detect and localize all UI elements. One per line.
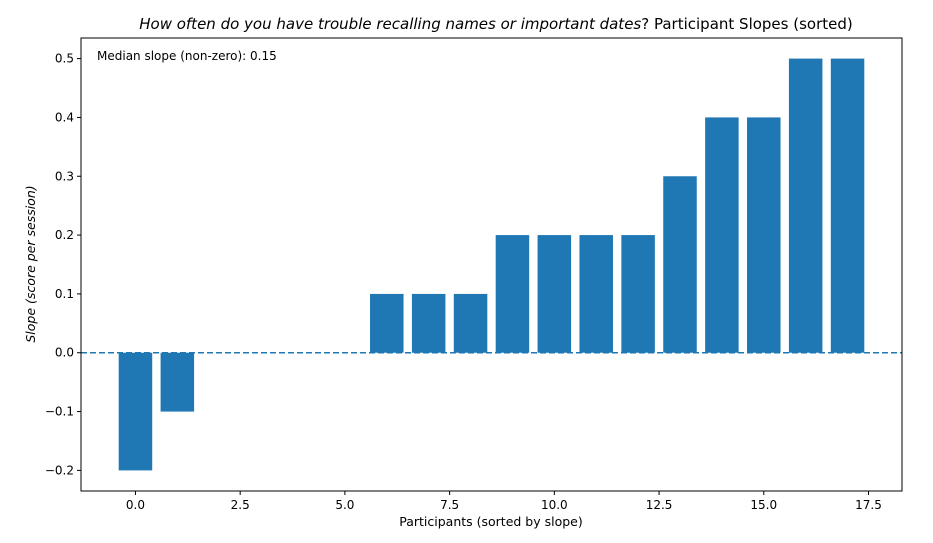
y-tick-label: 0.5 — [55, 52, 74, 66]
bar-participant-12 — [621, 235, 655, 353]
bar-participant-17 — [830, 58, 865, 353]
bar-participant-1 — [160, 352, 195, 412]
bar-participant-14 — [705, 117, 739, 353]
bar-participant-10 — [537, 235, 572, 353]
x-axis-ticks: 0.0 2.5 5.0 7.5 10.0 12.5 15.0 17.5 — [126, 491, 882, 512]
bar-participant-0 — [118, 352, 153, 471]
bar-participant-7 — [411, 293, 446, 353]
bar-participant-16 — [788, 58, 823, 353]
x-tick-label: 5.0 — [335, 498, 354, 512]
bar-participant-8 — [453, 293, 488, 353]
bar-participant-9 — [495, 235, 530, 353]
x-tick-label: 0.0 — [126, 498, 145, 512]
y-tick-label: −0.1 — [45, 405, 74, 419]
x-tick-label: 12.5 — [646, 498, 673, 512]
y-axis-ticks: −0.2 −0.1 0.0 0.1 0.2 0.3 0.4 0.5 — [45, 52, 81, 477]
y-tick-label: 0.1 — [55, 287, 74, 301]
y-tick-label: −0.2 — [45, 463, 74, 477]
plot-frame — [80, 37, 903, 492]
bar-participant-15 — [747, 117, 781, 353]
x-tick-label: 15.0 — [750, 498, 777, 512]
x-tick-label: 10.0 — [541, 498, 568, 512]
y-tick-label: 0.3 — [55, 169, 74, 183]
median-annotation: Median slope (non-zero): 0.15 — [97, 49, 277, 63]
bars-group — [118, 58, 865, 471]
bar-participant-13 — [663, 176, 697, 353]
y-tick-label: 0.4 — [55, 110, 74, 124]
y-tick-label: 0.0 — [55, 346, 74, 360]
chart-title: How often do you have trouble recalling … — [139, 15, 853, 33]
x-tick-label: 7.5 — [440, 498, 459, 512]
bar-participant-6 — [370, 293, 404, 353]
x-axis-label: Participants (sorted by slope) — [399, 514, 583, 529]
bar-participant-11 — [579, 235, 613, 353]
x-tick-label: 17.5 — [855, 498, 882, 512]
y-tick-label: 0.2 — [55, 228, 74, 242]
x-tick-label: 2.5 — [231, 498, 250, 512]
y-axis-label: Slope (score per session) — [23, 185, 38, 342]
